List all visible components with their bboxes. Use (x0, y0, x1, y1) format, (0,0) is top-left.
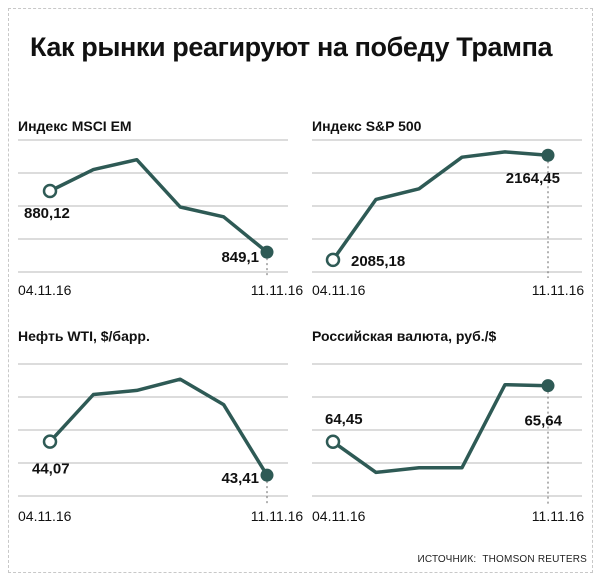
x-tick-label-end-3: 11.11.16 (251, 508, 304, 524)
series-line-1 (48, 157, 269, 254)
border-frame (8, 8, 593, 573)
start-value-label-4: 64,45 (325, 411, 363, 428)
x-tick-label-start-1: 04.11.16 (18, 282, 72, 298)
x-tick-label-start-2: 04.11.16 (312, 282, 366, 298)
panel-title-4: Российская валюта, руб./$ (312, 328, 496, 344)
source-prefix: ИСТОЧНИК: (417, 554, 477, 565)
end-point-1 (260, 245, 274, 259)
start-value-label-3: 44,07 (32, 461, 70, 478)
start-point-3 (42, 434, 58, 449)
panel-title-3: Нефть WTI, $/барр. (18, 328, 150, 344)
end-value-label-1: 849,1 (221, 249, 259, 266)
start-value-label-1: 880,12 (24, 205, 70, 222)
panel-title-2: Индекс S&P 500 (312, 118, 422, 134)
start-point-1 (42, 183, 58, 199)
panel-title-1: Индекс MSCI EM (18, 118, 132, 134)
start-value-label-2: 2085,18 (351, 253, 405, 270)
x-tick-label-start-4: 04.11.16 (312, 508, 366, 524)
source-note: ИСТОЧНИК: THOMSON REUTERS (418, 554, 587, 565)
start-point-4 (325, 434, 341, 450)
end-point-4 (541, 379, 555, 393)
source-name: THOMSON REUTERS (482, 554, 587, 565)
end-value-label-3: 43,41 (221, 470, 259, 487)
end-point-3 (260, 468, 274, 482)
series-line-2 (331, 150, 550, 262)
x-tick-label-end-4: 11.11.16 (532, 508, 585, 524)
x-tick-label-end-1: 11.11.16 (251, 282, 304, 298)
end-value-label-4: 65,64 (524, 413, 562, 430)
page-title: Как рынки реагируют на победу Трампа (30, 32, 553, 62)
end-value-label-2: 2164,45 (506, 170, 560, 187)
x-tick-label-start-3: 04.11.16 (18, 508, 72, 524)
start-point-2 (325, 252, 341, 268)
x-tick-label-end-2: 11.11.16 (532, 282, 585, 298)
end-point-2 (541, 148, 555, 162)
series-line-4 (331, 382, 550, 475)
series-line-3 (48, 377, 269, 477)
